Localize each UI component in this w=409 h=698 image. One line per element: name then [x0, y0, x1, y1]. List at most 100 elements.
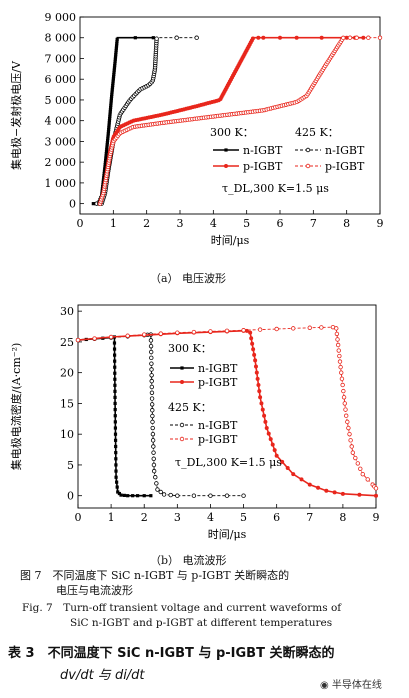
data-point [241, 493, 246, 498]
data-point [341, 35, 346, 41]
legend-group-300k: 300 K： [210, 126, 254, 139]
data-point [341, 395, 347, 400]
data-point [151, 456, 156, 461]
data-point [307, 325, 312, 330]
x-tick-label: 3 [174, 511, 181, 524]
data-point [105, 147, 109, 151]
table-caption-2: dv/dt 与 di/dt [60, 668, 145, 683]
y-tick-label: 0 [67, 490, 74, 503]
data-point [248, 330, 253, 335]
x-tick-label: 1 [110, 217, 117, 230]
data-point [259, 401, 264, 406]
y-tick-label: 0 [69, 198, 76, 211]
data-point [161, 492, 167, 497]
data-point [114, 469, 118, 473]
data-point [151, 462, 157, 468]
data-point [373, 486, 379, 491]
data-point [112, 68, 116, 72]
data-point [347, 431, 352, 437]
data-point [91, 202, 95, 206]
data-point [114, 475, 118, 479]
data-point [125, 333, 130, 338]
data-point [261, 35, 266, 40]
legend-label: p-IGBT [198, 376, 238, 389]
data-point [274, 326, 279, 332]
data-point [257, 389, 262, 394]
watermark-icon: ◉ [320, 680, 332, 691]
data-point [102, 171, 106, 176]
legend-label: n-IGBT [198, 362, 238, 375]
data-point [150, 419, 155, 425]
data-point [106, 130, 111, 134]
data-point [110, 86, 115, 90]
data-point [101, 178, 106, 182]
data-point [339, 370, 344, 375]
data-point [106, 136, 110, 140]
data-point [361, 35, 366, 40]
data-point [251, 347, 256, 352]
data-point [151, 36, 155, 40]
data-point [341, 388, 346, 394]
data-point [334, 331, 340, 337]
data-point [262, 413, 267, 418]
data-point [113, 365, 117, 369]
data-point [108, 108, 113, 112]
data-point [112, 341, 117, 345]
chart-b-legend: 300 K：425 K：n-IGBTp-IGBTn-IGBTp-IGBTτ_DL… [168, 342, 282, 469]
data-point [336, 348, 341, 353]
y-axis-label: 集电极−发射极电压/V [9, 60, 23, 170]
data-point [113, 359, 117, 363]
data-point [107, 123, 111, 127]
data-point [113, 407, 117, 412]
data-point [291, 472, 296, 477]
data-point [150, 425, 155, 431]
data-point [113, 55, 118, 59]
data-point [112, 70, 116, 74]
data-point [114, 444, 118, 449]
legend-marker [179, 436, 185, 442]
data-point [148, 343, 154, 349]
data-point [256, 35, 261, 40]
legend-entry: p-IGBT [170, 376, 238, 389]
series-p-igbt-425k [75, 324, 379, 491]
legend-marker [180, 366, 184, 370]
data-point [114, 457, 118, 461]
data-point [110, 90, 114, 94]
data-point [122, 493, 126, 497]
data-point [158, 331, 163, 336]
data-point [263, 419, 268, 424]
data-point [106, 132, 110, 136]
current-waveform-chart: 0 1 2 3 4 5 6 7 8 9 0 5 10 15 20 25 30 时间/μs 集电极电流密度/(A·cm… [9, 304, 380, 541]
data-point [274, 453, 279, 458]
data-point [224, 493, 230, 498]
legend-entry: p-IGBT [213, 160, 283, 173]
data-point [104, 149, 109, 154]
data-point [113, 389, 117, 393]
y-tick-label: 30 [60, 305, 74, 318]
data-point [153, 475, 158, 480]
data-point [250, 341, 255, 346]
data-point [115, 39, 119, 44]
data-point [109, 97, 114, 101]
data-point [334, 326, 339, 331]
data-point [114, 48, 118, 52]
y-tick-label: 9 000 [45, 11, 77, 24]
data-point [110, 92, 114, 96]
x-tick-label: 8 [343, 217, 350, 230]
x-tick-label: 1 [108, 511, 115, 524]
data-point [316, 485, 321, 490]
data-point [113, 59, 117, 63]
data-point [150, 438, 156, 443]
legend-marker [180, 380, 184, 384]
figure-caption-en-2: SiC n-IGBT and p-IGBT at different tempe… [70, 617, 333, 629]
legend-label: p-IGBT [243, 160, 283, 173]
data-point [319, 35, 324, 40]
legend-group-425k: 425 K： [295, 126, 339, 139]
figure-caption-cn-1: 图 7 不同温度下 SiC n-IGBT 与 p-IGBT 关断瞬态的 [20, 569, 290, 582]
voltage-waveform-chart: 0 1 2 3 4 5 6 7 8 9 0 1 000 2 000 3 000 4 000 5 000 6 00… [9, 11, 384, 247]
data-point [109, 105, 113, 110]
legend-marker [179, 422, 185, 428]
data-point [105, 143, 109, 147]
data-point [113, 383, 117, 387]
data-point [114, 46, 118, 50]
